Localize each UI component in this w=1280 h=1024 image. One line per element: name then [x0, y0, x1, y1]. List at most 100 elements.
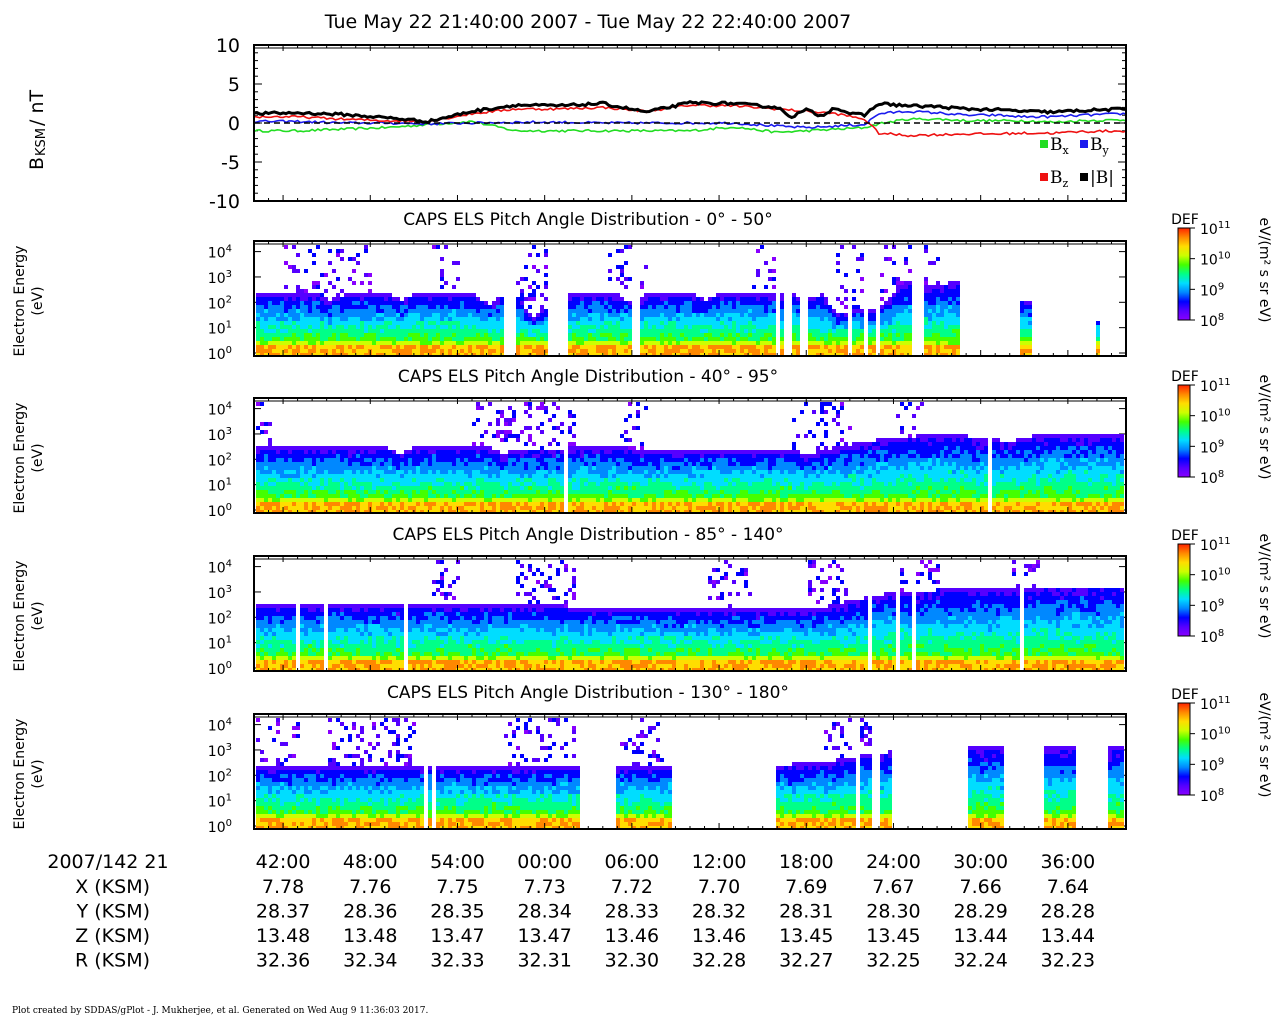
heat-cell	[372, 450, 376, 454]
heat-cell	[696, 301, 700, 305]
heat-cell	[516, 486, 520, 490]
heat-cell	[468, 498, 472, 502]
heat-cell	[288, 478, 292, 482]
heat-cell	[520, 345, 524, 349]
heat-cell	[636, 454, 640, 458]
heat-cell	[268, 490, 272, 494]
heat-cell	[416, 474, 420, 478]
heat-cell	[256, 333, 260, 337]
heat-cell	[552, 402, 556, 406]
heat-cell	[496, 450, 500, 454]
heat-cell	[436, 498, 440, 502]
heat-cell	[944, 285, 948, 289]
y-tick-label: 103	[208, 269, 232, 287]
heat-cell	[608, 301, 612, 305]
heat-cell	[780, 329, 784, 333]
heat-cell	[732, 349, 736, 353]
legend-subscript: x	[1063, 144, 1070, 157]
heat-cell	[628, 333, 632, 337]
heat-cell	[424, 446, 428, 450]
heat-cell	[720, 341, 724, 345]
heat-cell	[276, 317, 280, 321]
heat-cell	[684, 490, 688, 494]
heat-cell	[312, 502, 316, 506]
heat-cell	[372, 325, 376, 329]
heat-cell	[320, 486, 324, 490]
heat-cell	[556, 482, 560, 486]
heat-cell	[568, 349, 572, 353]
heat-cell	[304, 305, 308, 309]
heat-cell	[596, 454, 600, 458]
heat-cell	[652, 345, 656, 349]
heat-cell	[708, 313, 712, 317]
heat-cell	[408, 313, 412, 317]
heat-cell	[732, 329, 736, 333]
heat-cell	[464, 502, 468, 506]
heat-cell	[288, 293, 292, 297]
heat-cell	[952, 341, 956, 345]
heat-cell	[420, 454, 424, 458]
heat-cell	[676, 305, 680, 309]
heat-cell	[316, 321, 320, 325]
heat-cell	[764, 329, 768, 333]
heat-cell	[740, 333, 744, 337]
heat-cell	[688, 297, 692, 301]
heat-cell	[280, 458, 284, 462]
heat-cell	[940, 313, 944, 317]
heat-cell	[588, 345, 592, 349]
heat-cell	[748, 329, 752, 333]
heat-cell	[428, 349, 432, 353]
heat-cell	[584, 337, 588, 341]
heat-cell	[760, 297, 764, 301]
heat-cell	[1020, 309, 1024, 313]
heat-cell	[844, 305, 848, 309]
heat-cell	[1028, 349, 1032, 353]
heat-cell	[808, 337, 812, 341]
heat-cell	[584, 482, 588, 486]
heat-cell	[408, 454, 412, 458]
heat-cell	[320, 297, 324, 301]
heat-cell	[520, 462, 524, 466]
heat-cell	[808, 297, 812, 301]
heat-cell	[368, 341, 372, 345]
heat-cell	[480, 498, 484, 502]
heat-cell	[604, 502, 608, 506]
heat-cell	[580, 502, 584, 506]
heat-cell	[724, 333, 728, 337]
heat-cell	[392, 470, 396, 474]
heat-cell	[256, 482, 260, 486]
heat-cell	[316, 490, 320, 494]
heat-cell	[648, 498, 652, 502]
heat-cell	[348, 506, 352, 510]
heat-cell	[420, 482, 424, 486]
heat-cell	[940, 325, 944, 329]
heat-cell	[420, 297, 424, 301]
heat-cell	[892, 337, 896, 341]
heat-cell	[412, 349, 416, 353]
heat-cell	[376, 446, 380, 450]
heat-cell	[724, 309, 728, 313]
heat-cell	[296, 317, 300, 321]
heat-cell	[496, 410, 500, 414]
heat-cell	[280, 341, 284, 345]
heat-cell	[332, 325, 336, 329]
heat-cell	[924, 337, 928, 341]
heat-cell	[272, 466, 276, 470]
heat-cell	[436, 301, 440, 305]
heat-cell	[280, 325, 284, 329]
heat-cell	[440, 458, 444, 462]
heat-cell	[296, 297, 300, 301]
heat-cell	[424, 301, 428, 305]
heat-cell	[632, 486, 636, 490]
heat-cell	[604, 345, 608, 349]
heat-cell	[588, 454, 592, 458]
heat-cell	[592, 341, 596, 345]
heat-cell	[856, 341, 860, 345]
heat-cell	[708, 506, 712, 510]
heat-cell	[640, 446, 644, 450]
heat-cell	[472, 317, 476, 321]
heat-cell	[692, 506, 696, 510]
heat-cell	[952, 293, 956, 297]
heat-cell	[504, 438, 508, 442]
heat-cell	[740, 341, 744, 345]
